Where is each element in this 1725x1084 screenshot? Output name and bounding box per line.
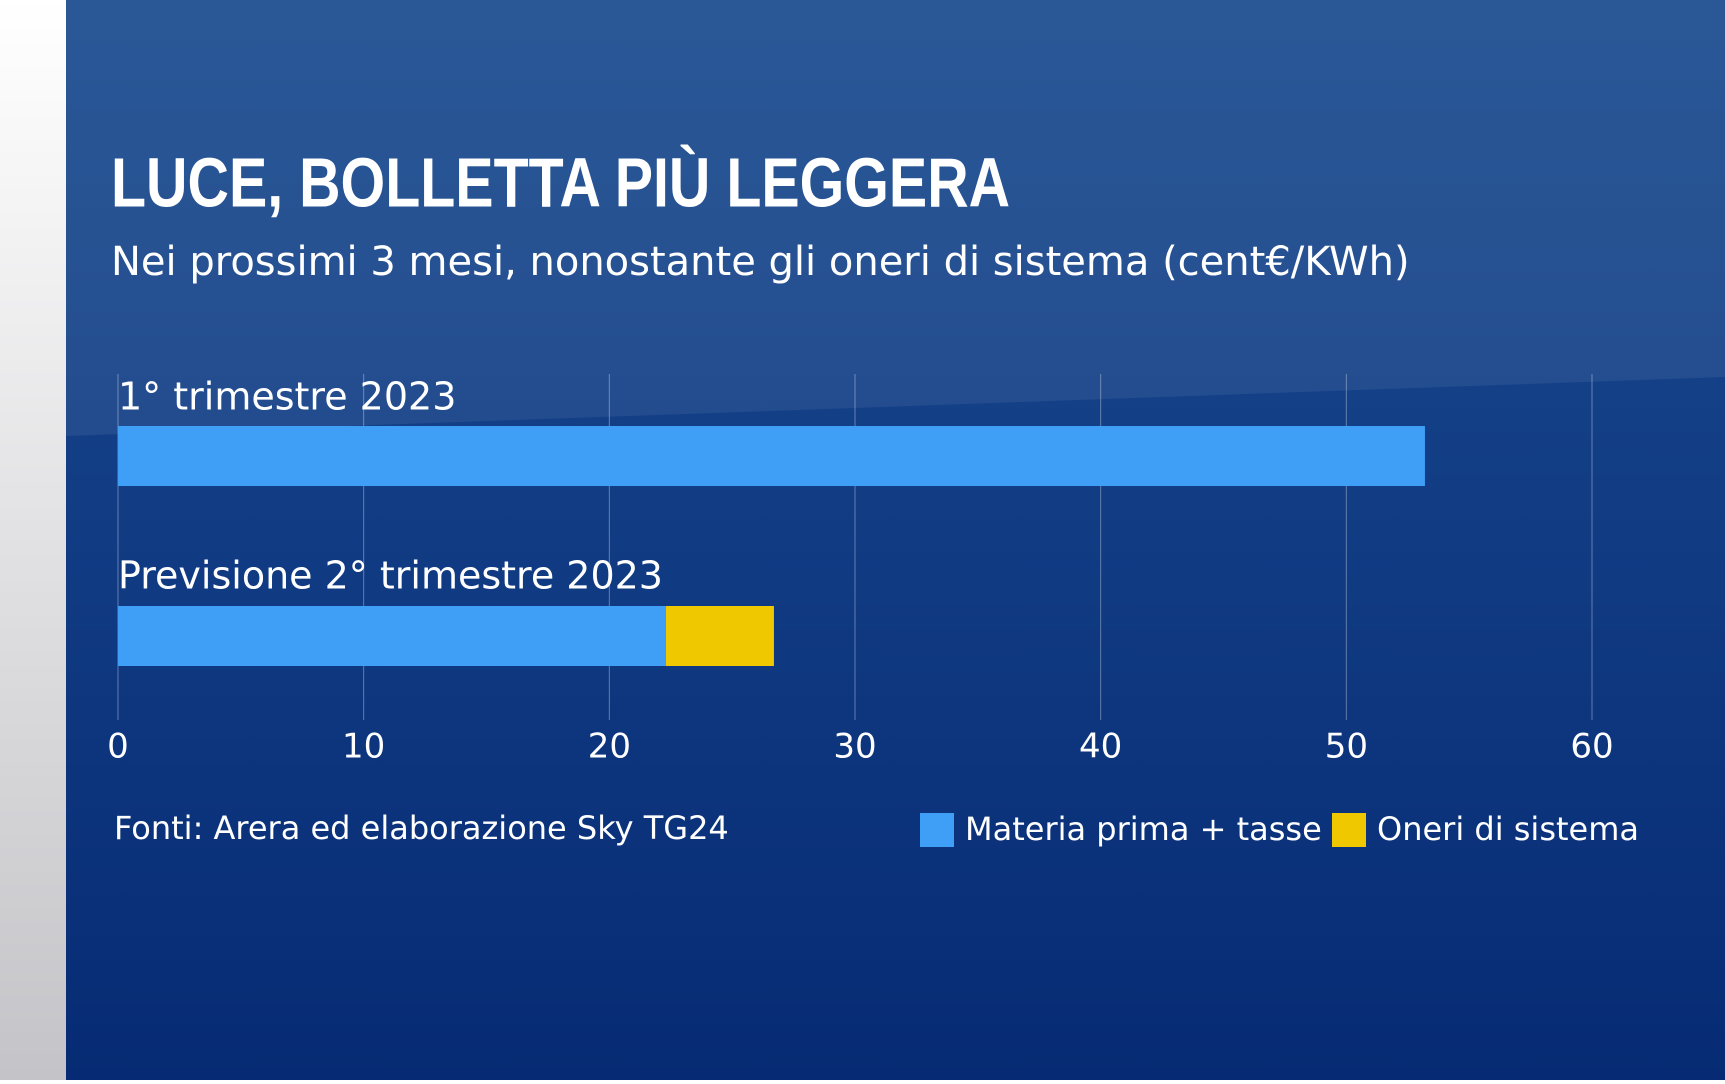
category-label: 1° trimestre 2023	[118, 375, 456, 419]
source: Fonti: Arera ed elaborazione Sky TG24	[114, 809, 729, 847]
x-tick-label: 40	[1079, 727, 1122, 767]
bar-segment	[118, 426, 1425, 486]
legend-label: Materia prima + tasse	[965, 810, 1322, 848]
legend-label: Oneri di sistema	[1377, 810, 1639, 848]
x-tick-label: 20	[588, 727, 631, 767]
bar-segment	[118, 606, 666, 666]
legend-swatch	[1332, 813, 1366, 847]
x-tick-label: 50	[1325, 727, 1368, 767]
legend-swatch	[920, 813, 954, 847]
x-tick-label: 0	[107, 727, 129, 767]
chart-title: LUCE, BOLLETTA PIÙ LEGGERA	[111, 143, 1010, 222]
x-tick-label: 10	[342, 727, 385, 767]
chart-subtitle: Nei prossimi 3 mesi, nonostante gli oner…	[111, 239, 1410, 285]
x-tick-label: 60	[1570, 727, 1613, 767]
background	[66, 0, 1725, 1080]
x-tick-label: 30	[833, 727, 876, 767]
category-label: Previsione 2° trimestre 2023	[118, 554, 663, 598]
side-strip	[0, 0, 66, 1080]
bar-segment	[665, 606, 774, 666]
highlight	[66, 0, 1725, 436]
